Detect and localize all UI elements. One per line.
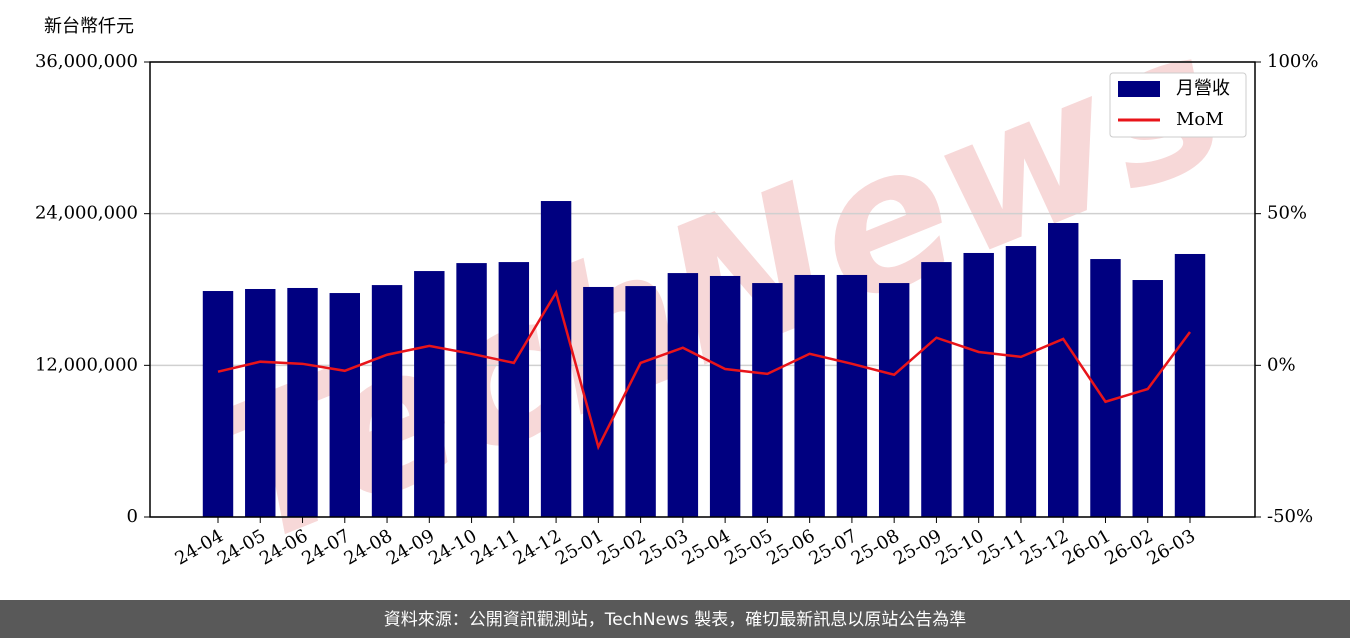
legend-label: 月營收 <box>1176 78 1230 99</box>
bar <box>498 262 530 517</box>
bar <box>202 291 234 517</box>
y-tick-label: 36,000,000 <box>35 51 138 72</box>
bar <box>709 275 741 517</box>
y2-tick-label: 50% <box>1267 203 1307 224</box>
bar <box>794 274 825 517</box>
bar <box>667 273 699 517</box>
bar <box>371 285 403 517</box>
bar <box>878 283 910 517</box>
plot-frame <box>149 61 1256 518</box>
bar <box>329 293 360 517</box>
bar <box>1132 280 1163 517</box>
mom-line <box>217 289 1192 451</box>
bar <box>625 286 656 517</box>
bar <box>456 263 487 517</box>
bar <box>752 283 783 517</box>
bar <box>583 286 614 517</box>
legend-label: MoM <box>1176 109 1224 130</box>
bar <box>836 274 868 517</box>
y-tick-label: 24,000,000 <box>35 203 138 224</box>
y-tick-label: 12,000,000 <box>35 354 138 375</box>
footer-bar <box>0 600 1350 638</box>
bar <box>245 288 276 517</box>
y2-tick-label: -50% <box>1267 506 1313 527</box>
bar <box>921 262 952 517</box>
bar <box>414 271 445 517</box>
bar <box>540 201 572 517</box>
y-tick-label: 0 <box>127 506 138 527</box>
bar <box>1048 223 1079 517</box>
bar <box>963 252 994 517</box>
footer: 資料來源：公開資訊觀測站，TechNews 製表，確切最新訊息以原站公告為準 <box>384 610 966 630</box>
legend-swatch <box>1118 81 1160 97</box>
x-tick-label: 26-03 <box>1144 525 1199 569</box>
y2-tick-label: 0% <box>1267 354 1296 375</box>
bar <box>1005 246 1037 517</box>
y-axis-label: 新台幣仟元 <box>44 16 134 37</box>
bar <box>287 287 318 517</box>
bar <box>1174 253 1206 517</box>
y2-tick-label: 100% <box>1267 51 1318 72</box>
